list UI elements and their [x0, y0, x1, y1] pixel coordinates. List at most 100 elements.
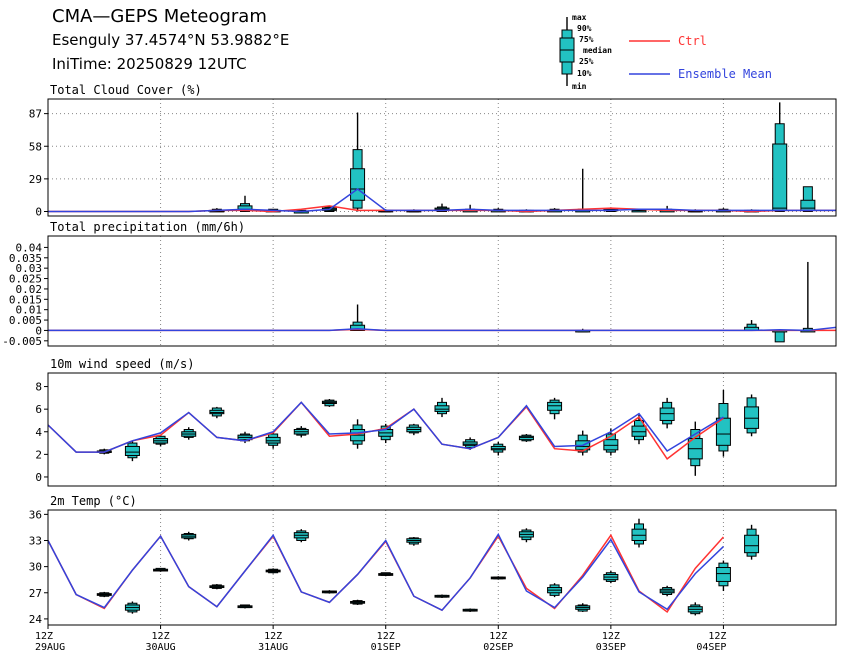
- box-plot: [603, 570, 619, 584]
- x-tick-date: 03SEP: [596, 642, 626, 653]
- y-tick-label: 2: [35, 448, 42, 461]
- box-plot: [744, 320, 760, 331]
- x-tick-hour: 12Z: [264, 631, 282, 642]
- box-plot: [293, 426, 309, 438]
- plot-area: [48, 102, 836, 214]
- y-tick-label: 0.025: [9, 273, 42, 286]
- box-plot: [321, 398, 337, 407]
- ctrl-line: [48, 401, 724, 460]
- y-tick-label: 87: [29, 108, 42, 121]
- legend-box-label: 25%: [579, 57, 594, 66]
- y-tick-label: -0.005: [2, 335, 42, 348]
- x-tick-hour: 12Z: [602, 631, 620, 642]
- box-plot: [490, 576, 506, 580]
- panel-title: Total precipitation (mm/6h): [50, 220, 245, 234]
- x-axis: 12Z29AUG12Z30AUG12Z31AUG12Z01SEP12Z02SEP…: [35, 625, 726, 653]
- init-time-label: IniTime: 20250829 12UTC: [52, 55, 247, 73]
- x-tick-date: 02SEP: [483, 642, 513, 653]
- p25-p75-box: [603, 439, 619, 451]
- legend-mean-label: Ensemble Mean: [678, 67, 772, 81]
- p25-p75-box: [744, 534, 760, 554]
- p25-p75-box: [462, 441, 478, 446]
- box-plot: [631, 518, 647, 548]
- box-plot: [265, 568, 281, 574]
- box-plot: [321, 590, 337, 594]
- y-tick-label: 30: [29, 561, 42, 574]
- y-tick-label: 36: [29, 508, 42, 521]
- ensemble-mean-line: [48, 532, 724, 612]
- box-plot: [518, 434, 534, 442]
- x-tick-hour: 12Z: [152, 631, 170, 642]
- y-tick-label: 0.02: [16, 283, 43, 296]
- y-tick-label: 0: [35, 471, 42, 484]
- y-tick-label: 27: [29, 587, 42, 600]
- box-plot: [490, 441, 506, 456]
- legend: max 90% 75%median 25% 10% min Ctrl Ensemble Mea…: [559, 13, 772, 91]
- p25-p75-box: [434, 405, 450, 412]
- box-plot: [350, 112, 366, 212]
- box-plot: [687, 602, 703, 616]
- p25-p75-box: [124, 445, 140, 456]
- box-plot: [800, 261, 816, 333]
- x-tick-date: 04SEP: [696, 642, 726, 653]
- box-plot: [181, 427, 197, 440]
- box-plot: [772, 102, 788, 212]
- x-tick-hour: 12Z: [35, 631, 53, 642]
- ensemble-mean-line: [48, 188, 836, 213]
- box-plot: [744, 524, 760, 560]
- x-tick-date: 01SEP: [371, 642, 401, 653]
- p25-p75-box: [772, 143, 788, 211]
- box-plot: [124, 440, 140, 462]
- y-tick-label: 0.015: [9, 293, 42, 306]
- legend-box-label: 90%: [577, 24, 592, 33]
- box-plot: [631, 414, 647, 445]
- box-plot: [434, 397, 450, 418]
- x-tick-date: 29AUG: [35, 642, 65, 653]
- panel-frame: [47, 235, 837, 347]
- x-tick-hour: 12Z: [708, 631, 726, 642]
- box-plot: [209, 584, 225, 590]
- plot-area: [48, 389, 760, 476]
- box-plot: [659, 397, 675, 429]
- p25-p75-box: [350, 168, 366, 201]
- box-plot: [547, 397, 563, 420]
- panel-4: 2m Temp (°C) 24 27 30 33 36: [29, 494, 837, 626]
- y-tick-label: 0: [35, 324, 42, 337]
- box-plot: [406, 423, 422, 436]
- panel-title: 10m wind speed (m/s): [50, 357, 195, 371]
- box-plot: [293, 529, 309, 543]
- box-plot: [350, 304, 366, 331]
- ensemble-mean-line: [48, 326, 836, 332]
- panels: Total Cloud Cover (%) 0 29 58 87 Total precip…: [2, 83, 837, 626]
- y-tick-label: 33: [29, 534, 42, 547]
- panel-title: 2m Temp (°C): [50, 494, 137, 508]
- legend-box-label: 75%: [579, 35, 594, 44]
- box-plot: [547, 583, 563, 598]
- panel-3: 10m wind speed (m/s) 0 2 4 6 8: [35, 357, 837, 487]
- box-plot: [744, 394, 760, 437]
- panel-1: Total Cloud Cover (%) 0 29 58 87: [29, 83, 837, 219]
- box-plot: [124, 601, 140, 614]
- box-plot: [518, 528, 534, 543]
- panel-frame: [47, 98, 837, 217]
- box-plot: [687, 421, 703, 476]
- box-plot: [462, 437, 478, 450]
- box-plot: [659, 585, 675, 597]
- box-plot: [378, 572, 394, 577]
- y-tick-label: 0: [35, 206, 42, 219]
- y-tick-label: 0.03: [16, 262, 43, 275]
- box-plot: [181, 531, 197, 541]
- chart-title: CMA—GEPS Meteogram: [52, 6, 267, 27]
- y-tick-label: 58: [29, 140, 42, 153]
- p25-p75-box: [547, 401, 563, 411]
- box-plot: [209, 406, 225, 419]
- box-plot: [603, 428, 619, 456]
- box-plot: [800, 186, 816, 212]
- y-tick-label: 4: [35, 426, 42, 439]
- plot-area: [48, 518, 760, 616]
- box-plot: [575, 603, 591, 612]
- p25-p75-box: [800, 199, 816, 211]
- x-tick-date: 30AUG: [146, 642, 176, 653]
- box-plot: [153, 435, 169, 447]
